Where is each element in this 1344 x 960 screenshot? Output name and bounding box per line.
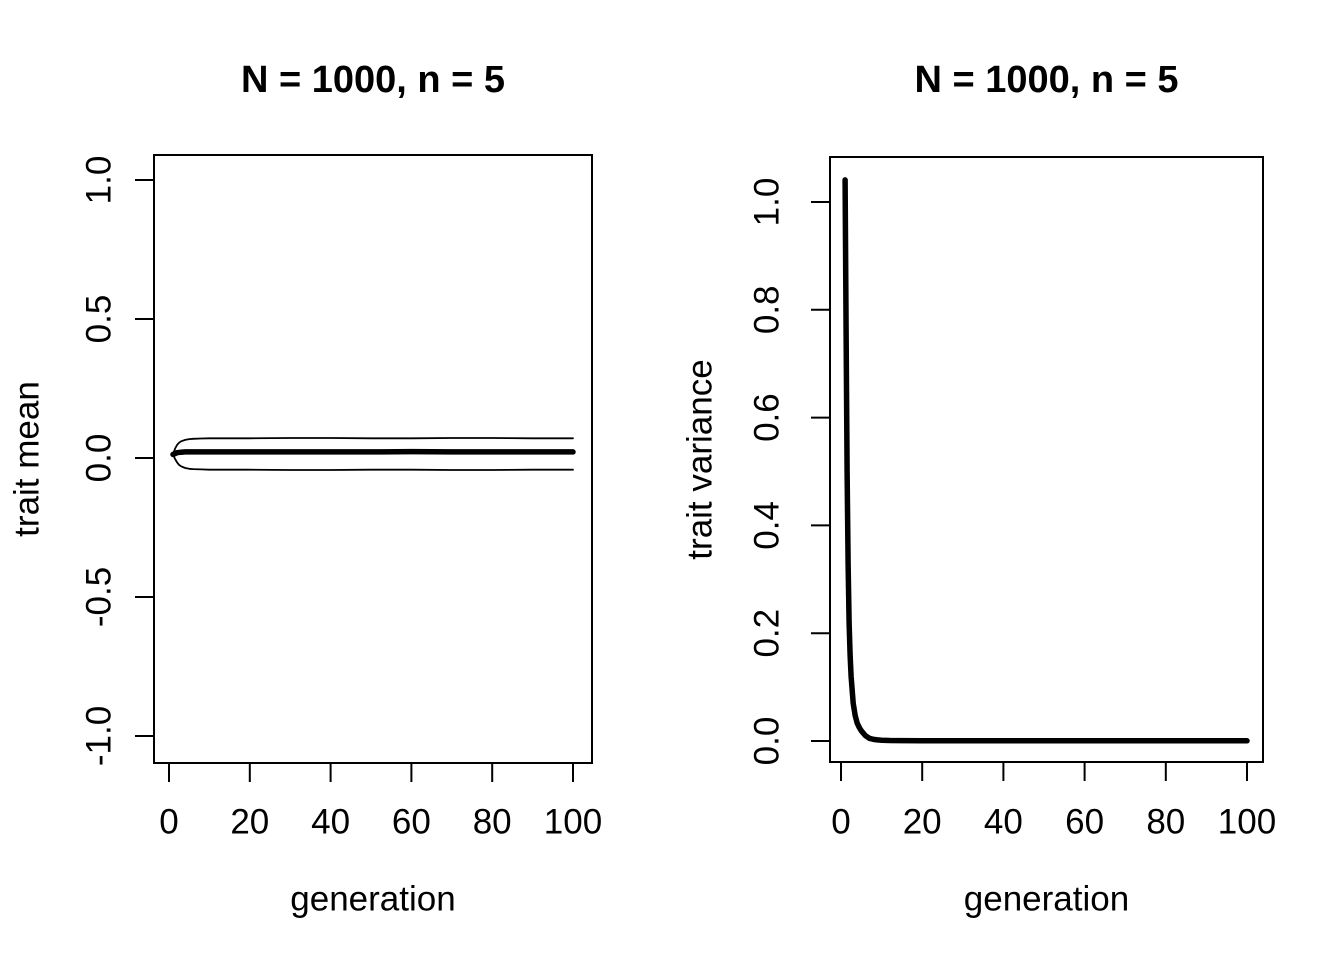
plot-box xyxy=(829,156,1264,763)
plot-box xyxy=(153,154,593,764)
x-tick-label: 40 xyxy=(984,803,1023,842)
series-trait-variance xyxy=(842,177,1250,744)
y-tick-label: 0.5 xyxy=(80,295,119,344)
panel-left: 0 20 40 60 80 100 -1.0 -0.5 0.0 0.5 1.0 N = 1000, n… xyxy=(8,59,603,919)
x-tick-label: 60 xyxy=(1065,803,1104,842)
y-tick-label: 1.0 xyxy=(748,178,787,227)
series-lower-envelope xyxy=(172,453,574,471)
x-tick-label: 80 xyxy=(473,803,512,842)
x-tick-label: 100 xyxy=(1218,803,1276,842)
y-tick-label: 0.0 xyxy=(80,434,119,483)
y-tick-label: 0.2 xyxy=(748,609,787,658)
series-trait-mean xyxy=(170,448,576,458)
x-tick-label: 40 xyxy=(311,803,350,842)
y-tick-label: 0.4 xyxy=(748,501,787,550)
y-tick-label: -1.0 xyxy=(80,706,119,766)
x-tick-label: 20 xyxy=(903,803,942,842)
x-axis-label: generation xyxy=(290,880,455,919)
x-tick-label: 0 xyxy=(831,803,850,842)
y-axis-label: trait variance xyxy=(681,359,720,559)
y-tick-label: 0.6 xyxy=(748,393,787,442)
x-tick-label: 100 xyxy=(544,803,602,842)
panel-title: N = 1000, n = 5 xyxy=(241,59,505,101)
y-tick-label: 0.8 xyxy=(748,285,787,334)
panel-title: N = 1000, n = 5 xyxy=(914,59,1178,101)
x-axis-label: generation xyxy=(964,880,1129,919)
panel-right: 0 20 40 60 80 100 0.0 0.2 0.4 0.6 0.8 1.0 N = 1000, … xyxy=(681,59,1277,919)
y-axis-label: trait mean xyxy=(8,381,47,537)
y-tick-label: -0.5 xyxy=(80,567,119,627)
y-tick-label: 0.0 xyxy=(748,717,787,766)
y-tick-label: 1.0 xyxy=(80,156,119,205)
x-tick-label: 80 xyxy=(1146,803,1185,842)
x-tick-label: 0 xyxy=(159,803,178,842)
series-upper-envelope xyxy=(172,437,574,456)
x-tick-label: 20 xyxy=(230,803,269,842)
x-tick-label: 60 xyxy=(392,803,431,842)
